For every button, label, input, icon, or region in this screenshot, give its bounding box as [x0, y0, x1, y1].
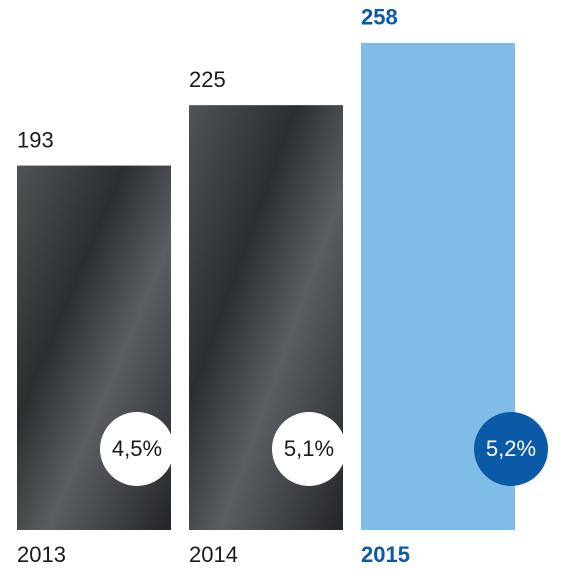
share-label: 5,2% — [486, 436, 536, 461]
x-tick-label: 2013 — [17, 542, 66, 567]
value-label: 225 — [189, 67, 226, 92]
share-circle — [100, 412, 174, 486]
share-circle — [474, 412, 548, 486]
share-circle — [272, 412, 346, 486]
x-tick-label: 2015 — [361, 542, 410, 567]
value-label: 193 — [17, 127, 54, 152]
x-tick-label: 2014 — [189, 542, 238, 567]
share-label: 4,5% — [112, 436, 162, 461]
value-label: 258 — [361, 5, 398, 30]
share-label: 5,1% — [284, 436, 334, 461]
